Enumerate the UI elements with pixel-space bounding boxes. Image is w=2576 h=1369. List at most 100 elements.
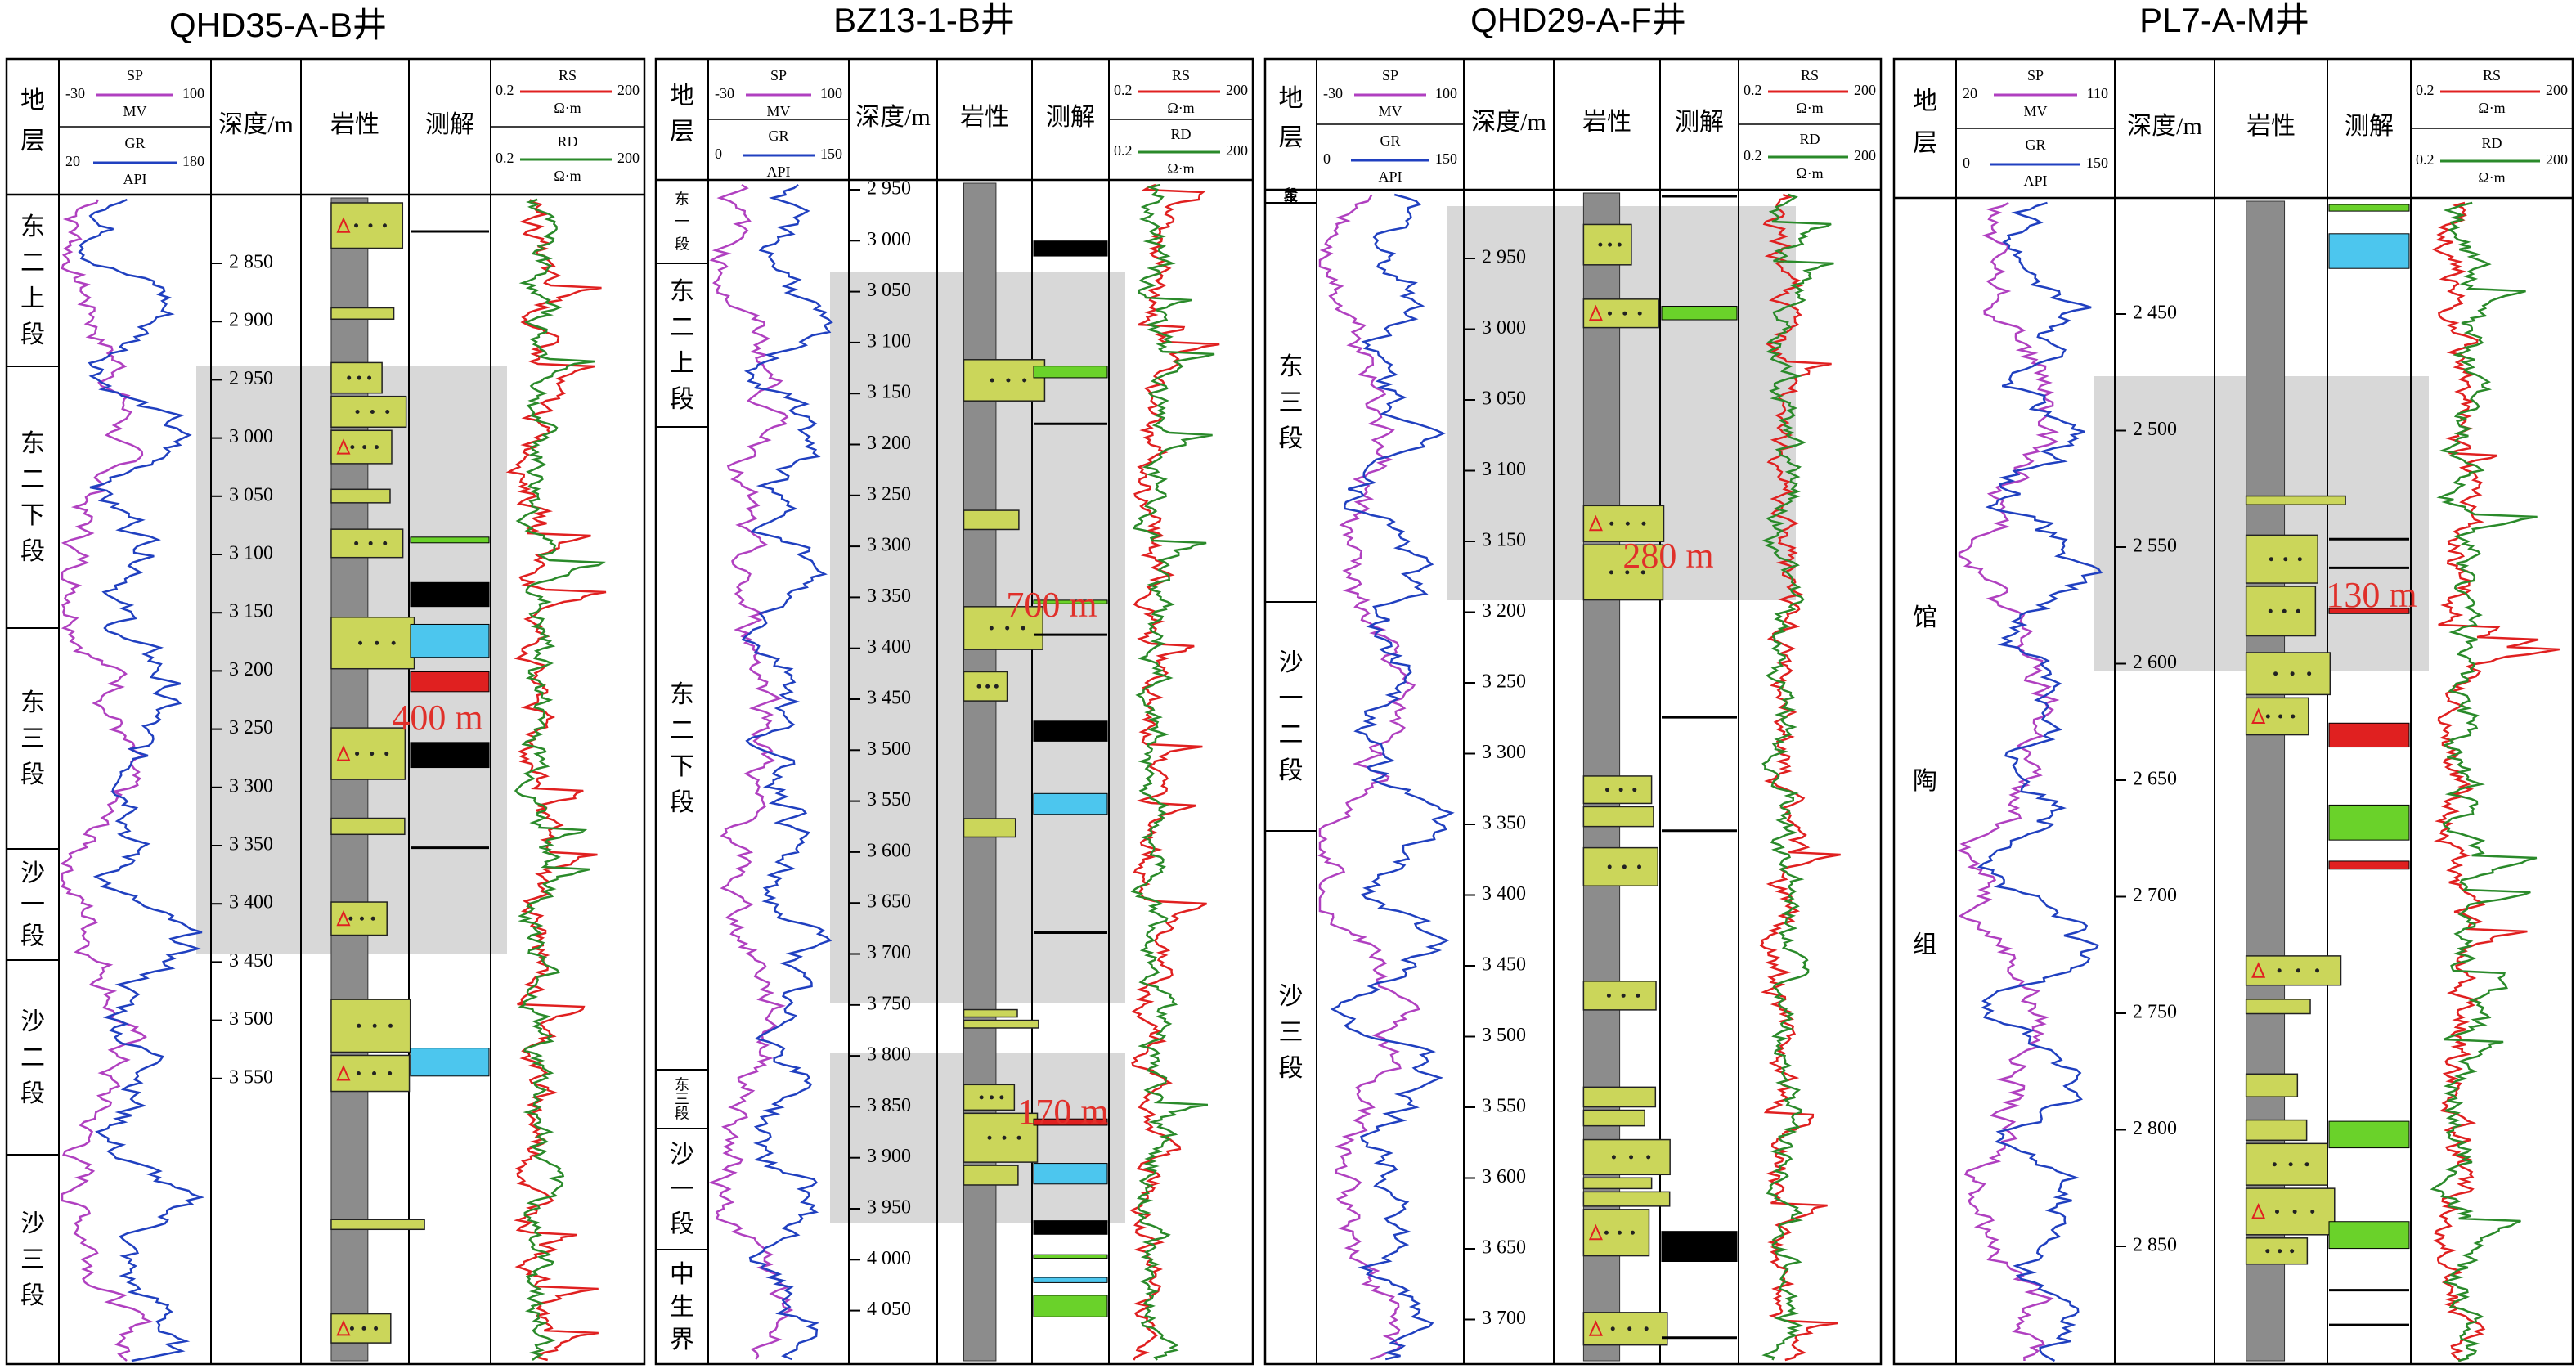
sandstone-layer bbox=[330, 617, 415, 670]
sp-label: SP bbox=[1382, 67, 1398, 83]
depth-tick: 3 300 bbox=[867, 535, 911, 556]
gr-label: GR bbox=[1380, 132, 1400, 149]
sp-min: -30 bbox=[1323, 85, 1343, 101]
depth-tick: 3 000 bbox=[867, 229, 911, 250]
panel-frame bbox=[1263, 57, 1883, 1366]
rs-label: RS bbox=[1801, 67, 1819, 83]
depth-tick: 2 800 bbox=[2133, 1118, 2177, 1139]
depth-tick: 3 450 bbox=[1482, 954, 1526, 976]
rs-min: 0.2 bbox=[496, 82, 514, 98]
interpretation-layer bbox=[1033, 366, 1108, 379]
rd-min: 0.2 bbox=[2416, 151, 2435, 168]
rd-max: 200 bbox=[1854, 147, 1876, 164]
interpretation-layer bbox=[2328, 1221, 2410, 1250]
stratum-label: 东二下段 bbox=[1284, 187, 1299, 206]
depth-tick: 3 150 bbox=[867, 382, 911, 403]
well-title: QHD35-A-B井 bbox=[169, 6, 387, 44]
stratum-label: 沙三段 bbox=[20, 1210, 45, 1309]
sp-min: -30 bbox=[65, 85, 85, 101]
depth-tick: 3 550 bbox=[1482, 1096, 1526, 1117]
sandstone-layer bbox=[2245, 1187, 2336, 1236]
sandstone-layer bbox=[1582, 806, 1654, 828]
lithology-column bbox=[2246, 200, 2286, 1362]
depth-tick: 3 500 bbox=[1482, 1025, 1526, 1046]
gr-curve bbox=[741, 183, 833, 1361]
sandstone-layer bbox=[330, 488, 391, 504]
sandstone-layer bbox=[2245, 697, 2309, 736]
depth-tick: 2 650 bbox=[2133, 769, 2177, 790]
interpretation-layer bbox=[410, 671, 490, 693]
depth-tick: 2 850 bbox=[229, 252, 273, 273]
interpretation-layer bbox=[1033, 1118, 1108, 1126]
depth-tick: 3 550 bbox=[867, 789, 911, 810]
stratum-label: 沙二段 bbox=[20, 1008, 45, 1107]
sandstone-layer bbox=[330, 202, 404, 249]
header-depth: 深度/m bbox=[218, 111, 294, 138]
panel-frame bbox=[5, 57, 646, 1366]
header-interpretation: 测解 bbox=[425, 111, 474, 138]
rs-label: RS bbox=[1172, 67, 1190, 83]
sandstone-layer bbox=[2245, 1237, 2309, 1265]
gr-max: 150 bbox=[2086, 155, 2108, 171]
gr-min: 0 bbox=[1323, 150, 1331, 167]
interpretation-layer bbox=[2328, 233, 2410, 269]
sp-unit: MV bbox=[2023, 103, 2047, 119]
depth-tick: 2 950 bbox=[867, 178, 911, 200]
interpretation-layer bbox=[410, 623, 490, 658]
rs-curve bbox=[505, 199, 607, 1362]
sandstone-layer bbox=[2245, 586, 2317, 637]
thickness-annotation: 130 m bbox=[2326, 575, 2417, 615]
depth-tick: 3 950 bbox=[867, 1197, 911, 1219]
stratum-label: 东三段 bbox=[20, 689, 45, 788]
sandstone-layer bbox=[963, 359, 1046, 402]
sandstone-layer bbox=[963, 606, 1043, 650]
interpretation-layer bbox=[1033, 240, 1108, 257]
gr-max: 180 bbox=[182, 153, 204, 169]
interpretation-layer bbox=[1033, 1163, 1108, 1185]
gravel-symbol bbox=[336, 1065, 351, 1081]
sandstone-layer bbox=[1582, 298, 1659, 329]
depth-tick: 2 900 bbox=[229, 310, 273, 331]
rd-label: RD bbox=[1799, 131, 1820, 147]
header-strata: 地 bbox=[1279, 85, 1304, 112]
interpretation-layer bbox=[2328, 860, 2410, 870]
rd-unit: Ω·m bbox=[2478, 169, 2505, 186]
thickness-annotation: 700 m bbox=[1006, 585, 1097, 625]
depth-tick: 2 450 bbox=[2133, 303, 2177, 324]
sandstone-layer bbox=[1582, 1209, 1650, 1257]
depth-tick: 3 100 bbox=[229, 543, 273, 564]
rd-label: RD bbox=[1170, 126, 1191, 142]
depth-tick: 2 850 bbox=[2133, 1235, 2177, 1256]
sp-unit: MV bbox=[123, 103, 146, 119]
header-lithology: 岩性 bbox=[960, 104, 1009, 131]
depth-tick: 3 400 bbox=[1482, 883, 1526, 904]
interpretation-layer bbox=[1033, 1254, 1108, 1259]
sandstone-layer bbox=[330, 1219, 425, 1231]
stratum-label: 沙一段 bbox=[20, 860, 45, 949]
rs-curve bbox=[1129, 183, 1220, 1361]
rd-label: RD bbox=[557, 133, 577, 150]
gravel-symbol bbox=[2251, 707, 2266, 724]
rd-max: 200 bbox=[617, 150, 640, 166]
sp-max: 100 bbox=[820, 85, 842, 101]
sp-max: 110 bbox=[2087, 85, 2108, 101]
header-lithology: 岩性 bbox=[1582, 109, 1631, 136]
sp-unit: MV bbox=[766, 103, 790, 119]
gr-label: GR bbox=[2025, 137, 2045, 153]
interpretation-layer bbox=[2328, 608, 2410, 614]
rs-curve bbox=[2431, 201, 2560, 1362]
sandstone-layer bbox=[2245, 1073, 2299, 1097]
depth-tick: 3 600 bbox=[867, 840, 911, 861]
stratum-label: 东一段 bbox=[675, 191, 689, 253]
interpretation-layer bbox=[1033, 720, 1108, 742]
depth-tick: 3 350 bbox=[229, 834, 273, 855]
sp-curve bbox=[708, 183, 794, 1360]
interpretation-layer bbox=[410, 1048, 490, 1077]
sandstone-layer bbox=[1582, 1086, 1657, 1108]
depth-tick: 3 900 bbox=[867, 1146, 911, 1167]
sandstone-layer bbox=[1582, 223, 1632, 266]
rd-max: 200 bbox=[2546, 151, 2568, 168]
depth-tick: 3 300 bbox=[1482, 742, 1526, 763]
